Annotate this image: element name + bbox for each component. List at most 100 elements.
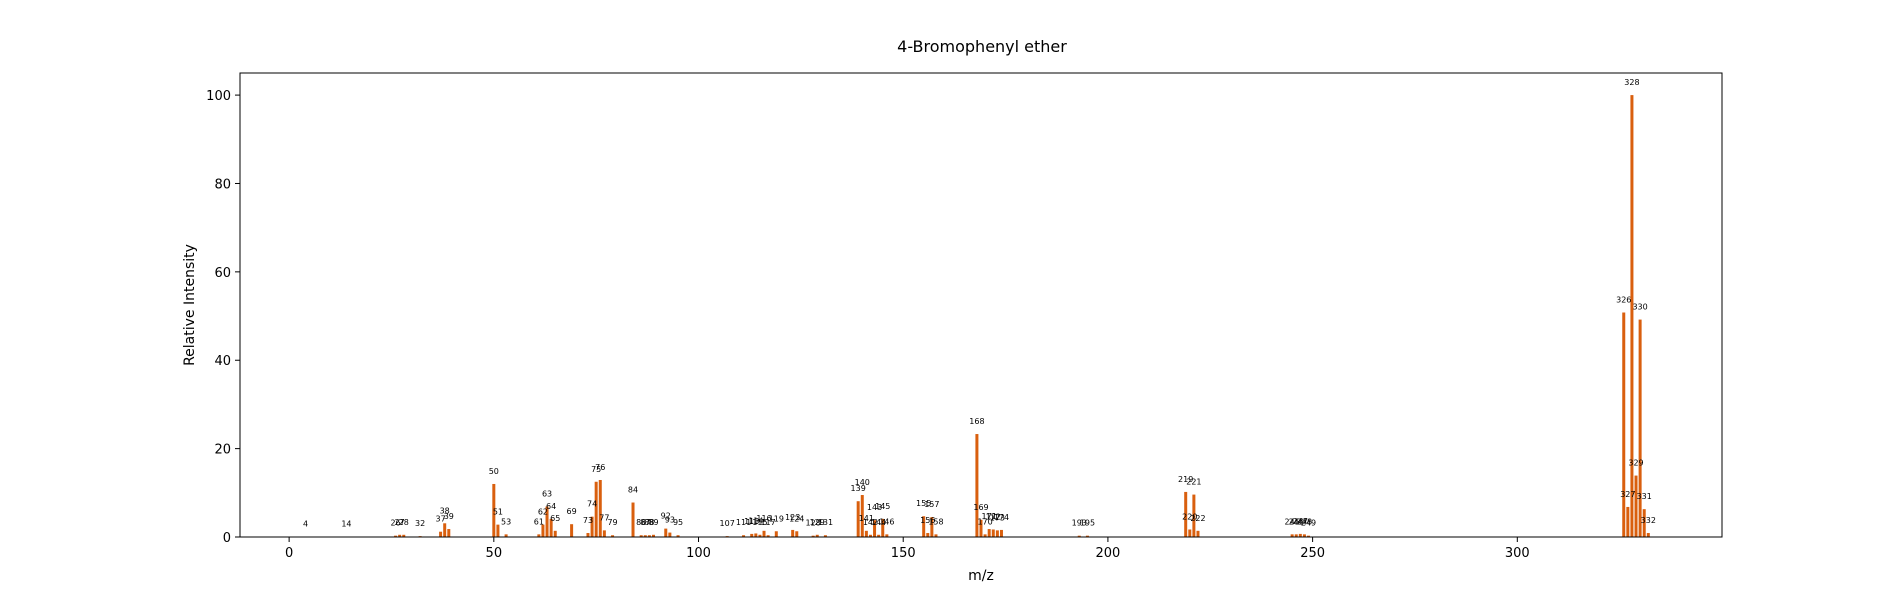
peak-bar: [394, 535, 398, 537]
peak-bar: [885, 534, 889, 537]
peak-bar: [549, 518, 553, 537]
peak-label: 327: [1620, 490, 1635, 499]
peak-label: 247: [1293, 517, 1308, 526]
x-tick-label: 250: [1300, 546, 1325, 561]
peak-bar: [639, 535, 643, 537]
peak-label: 156: [920, 516, 935, 525]
peak-bar: [1077, 535, 1081, 537]
peak-label: 116: [756, 514, 771, 523]
peak-label: 332: [1641, 516, 1656, 525]
peak-bar: [611, 535, 615, 537]
peak-bar: [443, 523, 447, 537]
peak-bar: [598, 479, 602, 537]
peak-bar: [795, 531, 799, 537]
peak-bar: [774, 531, 778, 537]
peak-label: 326: [1616, 296, 1631, 305]
peak-bar: [496, 524, 500, 537]
peak-label: 92: [661, 512, 671, 521]
peak-bar: [537, 534, 541, 537]
peak-label: 65: [550, 514, 560, 523]
peak-bar: [930, 517, 934, 537]
peak-label: 124: [789, 514, 804, 523]
peak-bar: [983, 534, 987, 537]
peak-label: 61: [534, 517, 544, 526]
peak-label: 14: [341, 520, 351, 529]
peak-label: 157: [924, 500, 939, 509]
x-axis-title: m/z: [968, 568, 994, 584]
x-axis: 0 50 100 150 200 250 300: [285, 537, 1530, 561]
peak-bar: [758, 534, 762, 537]
y-axis: 0 20 40 60 80 100: [206, 89, 240, 546]
peak-label: 329: [1628, 459, 1643, 468]
peak-label: 62: [538, 508, 548, 517]
peak-bar: [1302, 534, 1306, 537]
peak-label: 117: [760, 518, 775, 527]
peak-bar: [1196, 530, 1200, 537]
peak-label: 114: [748, 516, 763, 525]
peak-label: 330: [1632, 303, 1647, 312]
peak-label: 246: [1289, 517, 1304, 526]
x-tick-label: 100: [686, 546, 711, 561]
y-tick-label: 0: [223, 531, 231, 546]
peak-label: 93: [665, 516, 675, 525]
peak-bar: [570, 524, 574, 537]
peak-label: 144: [871, 518, 886, 527]
peak-bar: [668, 532, 672, 537]
peak-label: 86: [636, 518, 646, 527]
peak-label: 75: [591, 465, 601, 474]
peak-label: 69: [567, 507, 577, 516]
chart-title: 4-Bromophenyl ether: [897, 37, 1067, 56]
peak-bar: [402, 534, 406, 537]
peak-label: 115: [752, 518, 767, 527]
peak-bar: [651, 534, 655, 537]
peak-label: 245: [1284, 517, 1299, 526]
peak-bar: [987, 529, 991, 537]
y-tick-label: 40: [214, 354, 231, 369]
peak-label: 63: [542, 490, 552, 499]
peak-label: 222: [1190, 514, 1205, 523]
peak-bar: [1188, 529, 1192, 537]
peak-bar: [590, 516, 594, 537]
peak-bar: [643, 535, 647, 537]
peak-label: 73: [583, 516, 593, 525]
peak-label: 195: [1080, 519, 1095, 528]
peak-label: 37: [436, 515, 446, 524]
peak-label: 221: [1186, 478, 1201, 487]
peak-bar: [750, 533, 754, 537]
peak-label: 158: [928, 517, 943, 526]
peak-bar: [439, 531, 443, 537]
peak-label: 219: [1178, 475, 1193, 484]
peak-label: 4: [303, 520, 308, 529]
x-tick-label: 0: [285, 546, 293, 561]
peak-bar: [975, 434, 979, 537]
peak-bar: [995, 530, 999, 537]
x-tick-label: 150: [891, 546, 916, 561]
peak-bar: [1622, 312, 1626, 537]
peak-bar: [922, 516, 926, 537]
peak-bar: [586, 533, 590, 537]
spectrum-bars: [304, 95, 1650, 537]
peak-label: 139: [851, 484, 866, 493]
peak-label: 95: [673, 518, 683, 527]
peak-label: 131: [818, 518, 833, 527]
peak-bar: [492, 483, 496, 537]
peak-label: 28: [399, 518, 409, 527]
peak-bar: [926, 533, 930, 537]
peak-bar: [864, 530, 868, 537]
peak-label: 123: [785, 513, 800, 522]
peak-label: 174: [994, 513, 1009, 522]
peak-bar: [1638, 319, 1642, 537]
peak-label: 89: [648, 518, 658, 527]
peak-bar: [447, 529, 451, 537]
x-tick-label: 200: [1095, 546, 1120, 561]
peak-bar: [868, 534, 872, 537]
peak-label: 155: [916, 499, 931, 508]
peak-bar: [856, 501, 860, 537]
peak-label: 77: [599, 513, 609, 522]
peak-label: 171: [982, 512, 997, 521]
peak-bar: [676, 535, 680, 537]
peak-label: 172: [986, 512, 1001, 521]
peak-label: 128: [806, 519, 821, 528]
peak-label: 38: [440, 506, 450, 515]
